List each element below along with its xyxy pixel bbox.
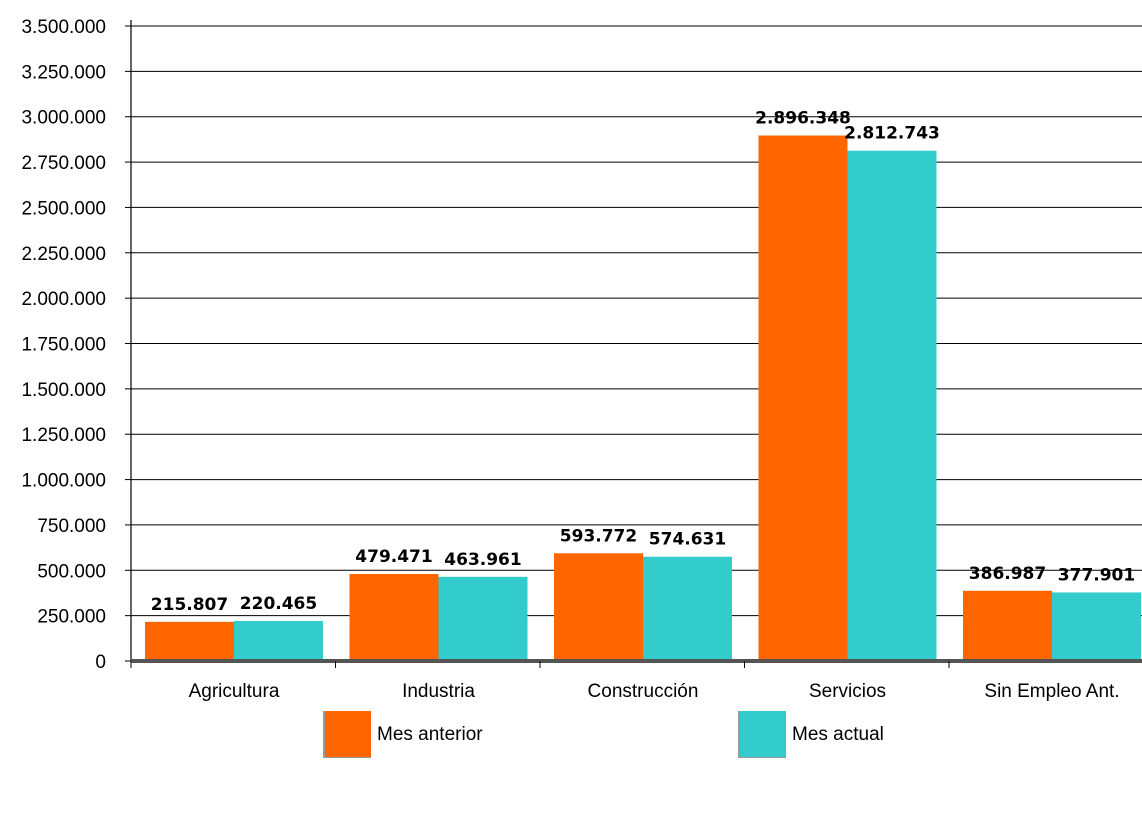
x-category-label: Servicios bbox=[809, 681, 886, 702]
bar bbox=[554, 553, 643, 661]
legend: Mes anterior Mes actual bbox=[323, 711, 884, 758]
data-label: 463.961 bbox=[444, 550, 521, 570]
data-label: 593.772 bbox=[560, 526, 637, 546]
legend-label: Mes anterior bbox=[377, 724, 483, 745]
y-tick-label: 2.000.000 bbox=[21, 289, 106, 310]
y-tick-label: 250.000 bbox=[37, 607, 106, 628]
y-tick-label: 2.250.000 bbox=[21, 244, 106, 265]
y-tick-label: 750.000 bbox=[37, 516, 106, 537]
bar bbox=[234, 621, 323, 661]
x-category-label: Industria bbox=[402, 681, 475, 702]
data-labels: 215.807 220.465 479.471 463.961 593.772 574.6… bbox=[151, 109, 1135, 615]
data-label: 2.896.348 bbox=[755, 109, 851, 129]
bar bbox=[1052, 592, 1141, 661]
x-axis-line bbox=[131, 659, 1142, 663]
data-label: 386.987 bbox=[969, 564, 1046, 584]
gridlines bbox=[131, 25, 1142, 617]
y-tick-label: 3.000.000 bbox=[21, 108, 106, 129]
bar bbox=[349, 574, 439, 661]
data-label: 2.812.743 bbox=[844, 124, 940, 144]
legend-label: Mes actual bbox=[792, 724, 884, 745]
legend-item: Mes actual bbox=[738, 711, 884, 758]
x-category-label: Sin Empleo Ant. bbox=[984, 681, 1119, 702]
bar bbox=[963, 590, 1052, 661]
y-tick-label: 1.000.000 bbox=[21, 471, 106, 492]
y-tick-label: 1.500.000 bbox=[21, 380, 106, 401]
x-category-label: Construcción bbox=[588, 681, 699, 702]
bar bbox=[438, 576, 528, 661]
x-category-label: Agricultura bbox=[189, 681, 280, 702]
bar bbox=[847, 150, 937, 661]
data-label: 479.471 bbox=[355, 547, 432, 567]
bar bbox=[758, 135, 848, 661]
data-label: 220.465 bbox=[240, 594, 317, 614]
y-tick-label: 1.750.000 bbox=[21, 335, 106, 356]
axes bbox=[125, 20, 1142, 668]
bar bbox=[145, 621, 234, 661]
legend-swatch bbox=[325, 711, 371, 757]
y-tick-label: 1.250.000 bbox=[21, 425, 106, 446]
legend-swatch bbox=[740, 711, 786, 757]
y-tick-label: 2.500.000 bbox=[21, 198, 106, 219]
y-tick-label: 3.250.000 bbox=[21, 62, 106, 83]
y-tick-label: 3.500.000 bbox=[21, 17, 106, 38]
y-tick-label: 500.000 bbox=[37, 561, 106, 582]
y-axis-tick-labels: 0 250.000 500.000 750.000 1.000.000 1.250.000… bbox=[21, 17, 106, 673]
y-tick-label: 2.750.000 bbox=[21, 153, 106, 174]
bar bbox=[643, 556, 732, 661]
x-axis-category-labels: Agricultura Industria Construcción Servicio… bbox=[189, 681, 1120, 702]
bars bbox=[145, 135, 1141, 661]
data-label: 574.631 bbox=[649, 530, 726, 550]
legend-item: Mes anterior bbox=[323, 711, 483, 758]
y-tick-label: 0 bbox=[95, 652, 106, 673]
data-label: 215.807 bbox=[151, 595, 228, 615]
data-label: 377.901 bbox=[1058, 565, 1135, 585]
